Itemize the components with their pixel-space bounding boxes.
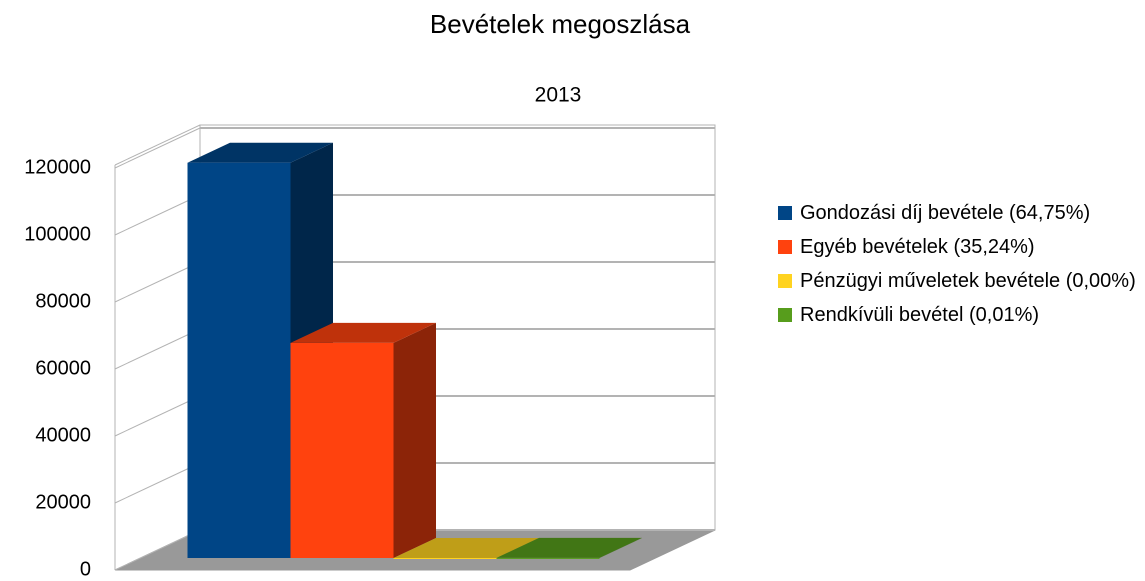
- legend-label: Pénzügyi műveletek bevétele (0,00%): [800, 270, 1136, 292]
- legend-label: Rendkívüli bevétel (0,01%): [800, 304, 1040, 326]
- y-tick-label: 20000: [35, 491, 91, 513]
- chart-title: Bevételek megoszlása: [430, 9, 691, 39]
- bar-front: [290, 342, 394, 558]
- bar-side: [393, 322, 436, 558]
- bar-front: [393, 558, 497, 559]
- bar-top: [290, 322, 436, 343]
- legend-label: Gondozási díj bevétele (64,75%): [800, 202, 1091, 224]
- bar: [496, 537, 642, 559]
- side-grid-line: [114, 261, 201, 303]
- bar-front: [496, 557, 600, 559]
- bar: [290, 322, 436, 558]
- bar-front: [187, 162, 291, 558]
- legend-item: Egyéb bevételek (35,24%): [778, 234, 1140, 260]
- legend: Gondozási díj bevétele (64,75%) Egyéb bev…: [778, 200, 1140, 336]
- y-tick-label: 60000: [35, 357, 91, 379]
- y-tick-label: 100000: [24, 223, 91, 245]
- y-tick-label: 0: [80, 558, 91, 580]
- legend-item: Rendkívüli bevétel (0,01%): [778, 302, 1140, 328]
- legend-swatch: [778, 274, 792, 288]
- bar-top: [496, 537, 642, 558]
- bar-top: [393, 538, 539, 558]
- side-grid-line: [114, 328, 201, 370]
- side-grid-line: [114, 529, 201, 571]
- y-tick-label: 40000: [35, 424, 91, 446]
- bar-side: [599, 537, 642, 558]
- legend-item: Pénzügyi műveletek bevétele (0,00%): [778, 268, 1140, 294]
- legend-swatch: [778, 308, 792, 322]
- side-grid-line: [114, 127, 201, 169]
- side-grid-line: [114, 462, 201, 504]
- side-grid-line: [114, 194, 201, 236]
- y-tick-label: 80000: [35, 290, 91, 312]
- legend-swatch: [778, 240, 792, 254]
- legend-label: Egyéb bevételek (35,24%): [800, 236, 1035, 258]
- legend-item: Gondozási díj bevétele (64,75%): [778, 200, 1140, 226]
- side-wall-top: [114, 124, 201, 166]
- y-tick-label: 120000: [24, 156, 91, 178]
- bar-top: [187, 142, 333, 163]
- side-grid-line: [114, 395, 201, 437]
- bar: [393, 538, 539, 559]
- category-label: 2013: [535, 84, 582, 107]
- legend-swatch: [778, 206, 792, 220]
